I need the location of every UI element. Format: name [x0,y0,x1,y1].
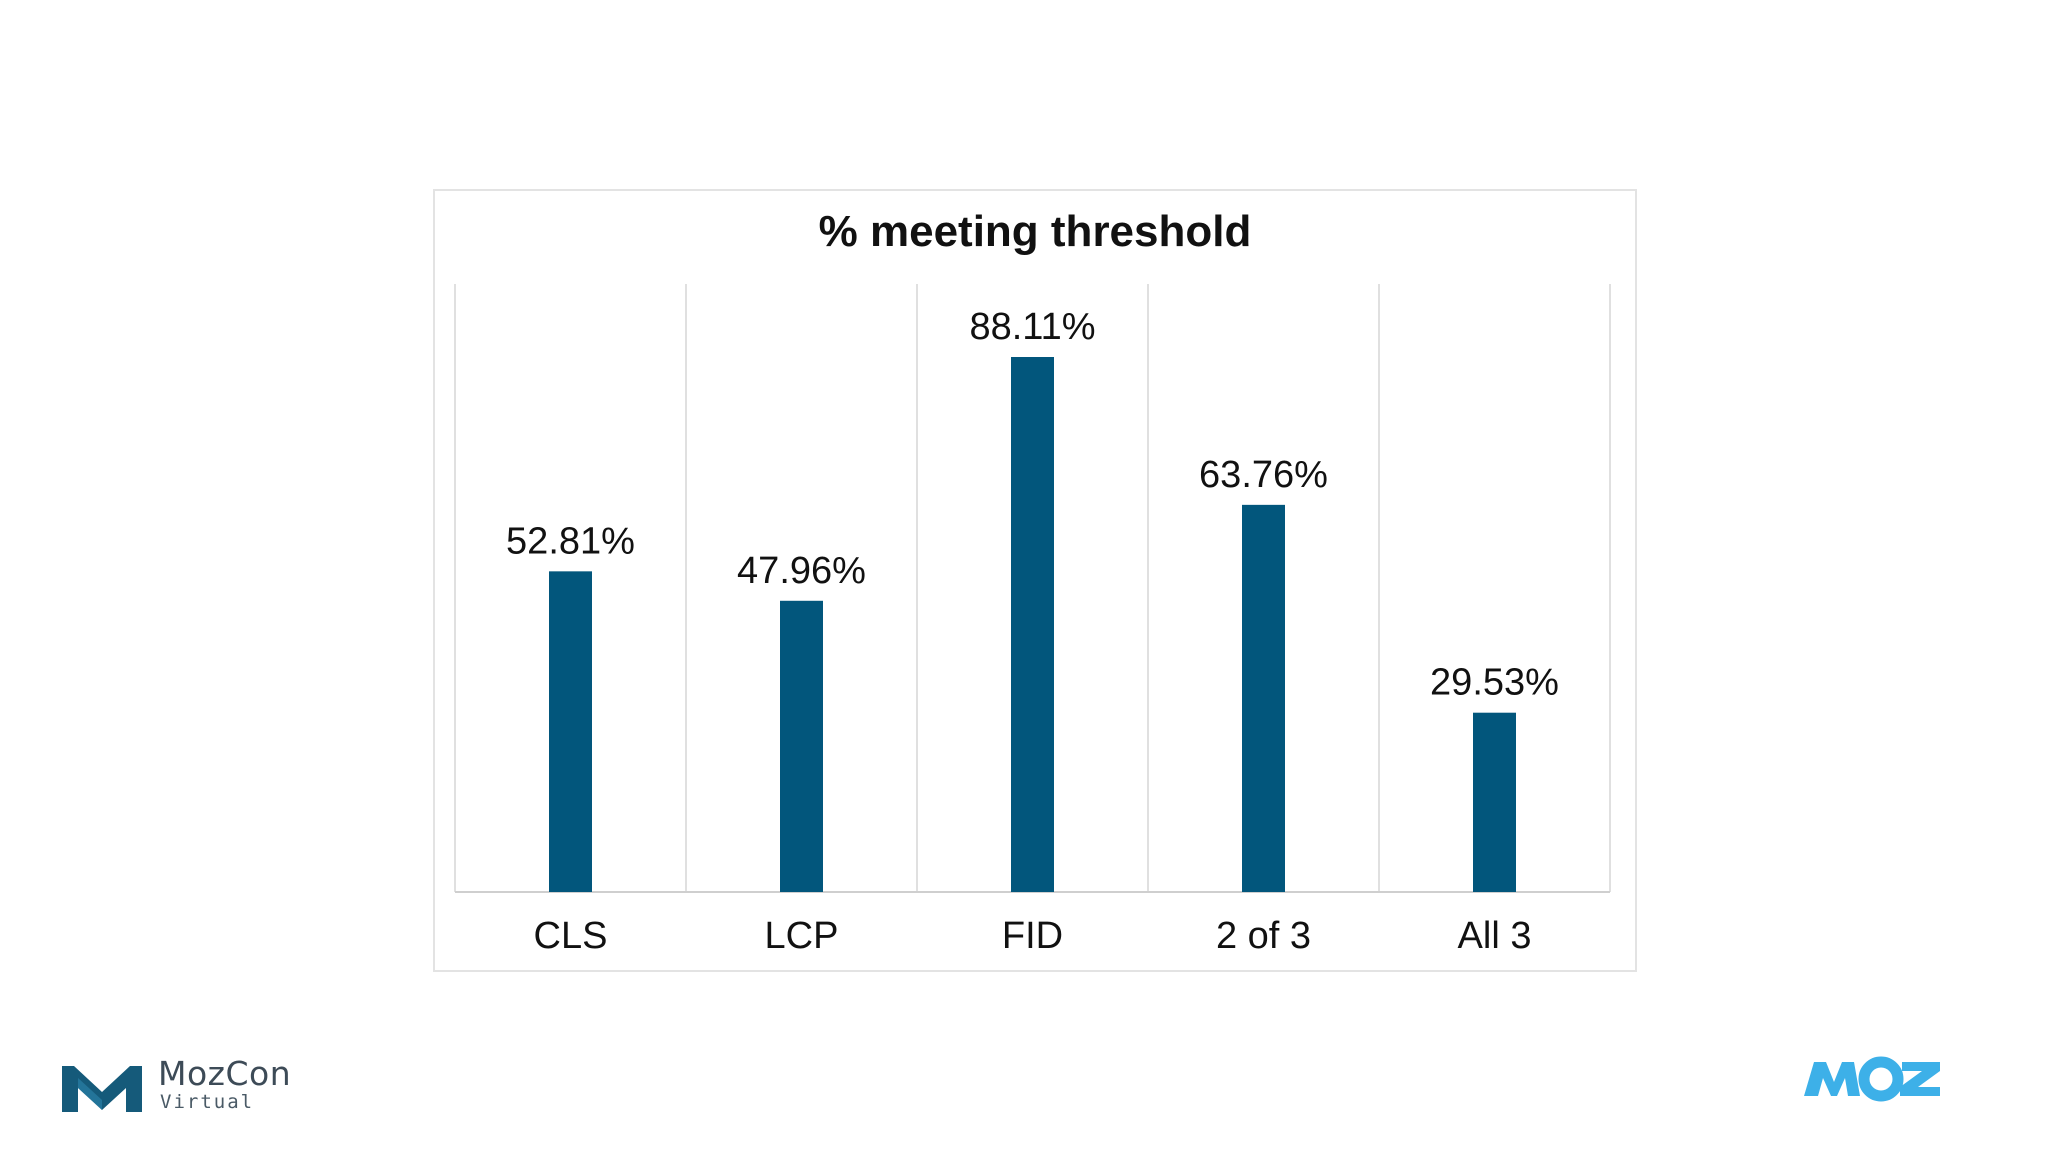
bar-all-3 [1473,712,1516,892]
data-label: 88.11% [969,306,1095,348]
data-label: 63.76% [1199,454,1328,496]
x-tick-label: FID [1002,915,1063,957]
mozcon-virtual-logo: MozCon Virtual [62,1054,302,1118]
x-tick-labels: CLS LCP FID 2 of 3 All 3 [534,915,1532,957]
chart-title: % meeting threshold [818,207,1252,256]
mozcon-subtitle: Virtual [160,1091,255,1113]
x-tick-label: CLS [534,915,608,957]
bar-2-of-3 [1242,504,1285,892]
moz-logo-icon [1804,1056,1940,1102]
data-labels: 52.81% 47.96% 88.11% 63.76% 29.53% [506,306,1559,704]
data-label: 52.81% [506,520,635,562]
x-tick-label: 2 of 3 [1216,915,1311,957]
data-label: 29.53% [1430,662,1559,704]
x-tick-label: LCP [765,915,839,957]
bar-lcp [780,600,823,892]
bars [549,357,1516,892]
bar-fid [1011,357,1054,892]
bar-cls [549,571,592,892]
data-label: 47.96% [737,550,866,592]
mozcon-name: MozCon [158,1054,292,1093]
x-tick-label: All 3 [1458,915,1532,957]
mozcon-m-icon [62,1066,142,1112]
